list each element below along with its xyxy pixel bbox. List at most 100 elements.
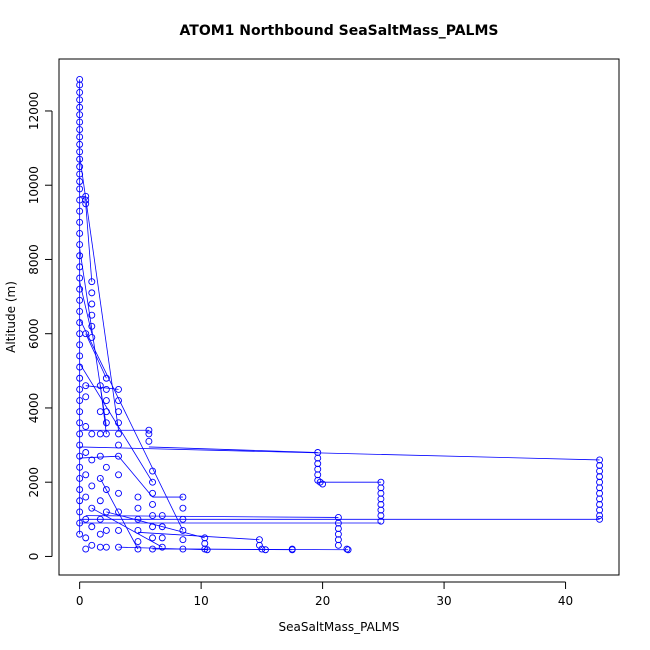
- data-point: [596, 478, 604, 486]
- data-point: [76, 126, 84, 133]
- data-point: [82, 545, 90, 553]
- data-point: [179, 493, 187, 501]
- data-point: [76, 252, 84, 260]
- series-line: [182, 548, 293, 551]
- data-point: [115, 471, 122, 479]
- data-point: [179, 536, 187, 544]
- data-point: [76, 274, 84, 282]
- data-point: [115, 419, 122, 427]
- data-point: [158, 523, 166, 531]
- data-point: [596, 473, 604, 481]
- data-point: [76, 241, 84, 249]
- data-point: [343, 545, 351, 553]
- x-tick-label: 30: [436, 594, 451, 608]
- data-point: [149, 478, 156, 486]
- data-point: [76, 230, 84, 237]
- data-point: [88, 289, 96, 297]
- data-point: [134, 504, 142, 512]
- data-point: [76, 408, 84, 416]
- data-point: [255, 541, 263, 549]
- data-point: [96, 430, 104, 438]
- data-point: [102, 463, 110, 471]
- data-point: [145, 426, 153, 434]
- data-point: [76, 530, 84, 538]
- data-point: [102, 527, 110, 534]
- data-point: [596, 467, 604, 475]
- y-tick-label: 2000: [27, 467, 41, 498]
- data-point: [82, 493, 90, 501]
- data-point: [115, 489, 122, 497]
- data-point: [134, 545, 142, 553]
- data-point: [179, 545, 187, 553]
- data-point: [179, 515, 187, 523]
- series-line: [85, 515, 339, 518]
- series-line: [79, 248, 107, 427]
- data-point: [76, 185, 84, 193]
- data-point: [377, 512, 385, 520]
- data-point: [96, 382, 104, 390]
- data-point: [82, 449, 90, 456]
- series-line: [106, 511, 205, 539]
- data-point: [76, 452, 84, 460]
- data-point: [76, 103, 84, 111]
- data-point: [149, 489, 156, 497]
- data-point: [334, 525, 342, 533]
- data-point: [76, 307, 84, 315]
- series-line: [79, 446, 600, 461]
- data-point: [115, 408, 122, 416]
- series-line: [79, 363, 153, 483]
- data-point: [76, 170, 84, 178]
- data-point: [149, 501, 156, 508]
- data-point: [76, 218, 84, 226]
- data-point: [96, 475, 104, 482]
- series-line: [79, 455, 119, 459]
- x-tick-label: 20: [315, 594, 330, 608]
- data-point: [149, 545, 156, 553]
- data-point: [76, 118, 84, 126]
- data-point: [82, 393, 90, 401]
- data-point: [88, 541, 96, 549]
- data-point: [76, 178, 84, 185]
- data-point: [314, 471, 322, 479]
- data-point: [82, 515, 90, 523]
- data-point: [102, 408, 110, 416]
- data-point: [102, 543, 110, 551]
- data-point: [76, 374, 84, 382]
- data-point: [201, 539, 209, 547]
- data-point: [76, 352, 84, 360]
- series-line: [118, 546, 208, 551]
- data-point: [596, 462, 604, 469]
- data-point: [76, 475, 84, 482]
- data-point: [76, 133, 84, 141]
- data-point: [102, 385, 110, 393]
- data-point: [82, 382, 90, 390]
- data-point: [96, 497, 104, 505]
- data-point: [149, 467, 156, 475]
- y-axis: 0 2000 4000 6000 8000 10000 12000: [27, 92, 53, 560]
- x-tick-label: 0: [76, 594, 84, 608]
- data-point: [76, 148, 84, 156]
- series-line: [79, 318, 184, 531]
- data-point: [262, 546, 269, 554]
- data-point: [76, 96, 84, 104]
- data-point: [377, 501, 385, 508]
- data-point: [377, 517, 385, 525]
- data-point: [76, 341, 84, 349]
- data-point: [102, 419, 110, 427]
- data-point: [102, 486, 110, 494]
- data-point: [115, 527, 122, 534]
- data-point: [377, 495, 385, 503]
- data-point: [76, 385, 84, 393]
- data-point: [179, 527, 187, 534]
- data-point: [88, 300, 96, 308]
- data-point: [96, 530, 104, 538]
- y-axis-label: Altitude (m): [4, 281, 18, 353]
- data-point: [88, 504, 96, 512]
- data-point: [88, 311, 96, 319]
- series-line: [91, 507, 163, 548]
- data-point: [596, 489, 604, 497]
- data-point: [334, 541, 342, 549]
- data-point: [377, 484, 385, 492]
- data-point: [76, 363, 84, 371]
